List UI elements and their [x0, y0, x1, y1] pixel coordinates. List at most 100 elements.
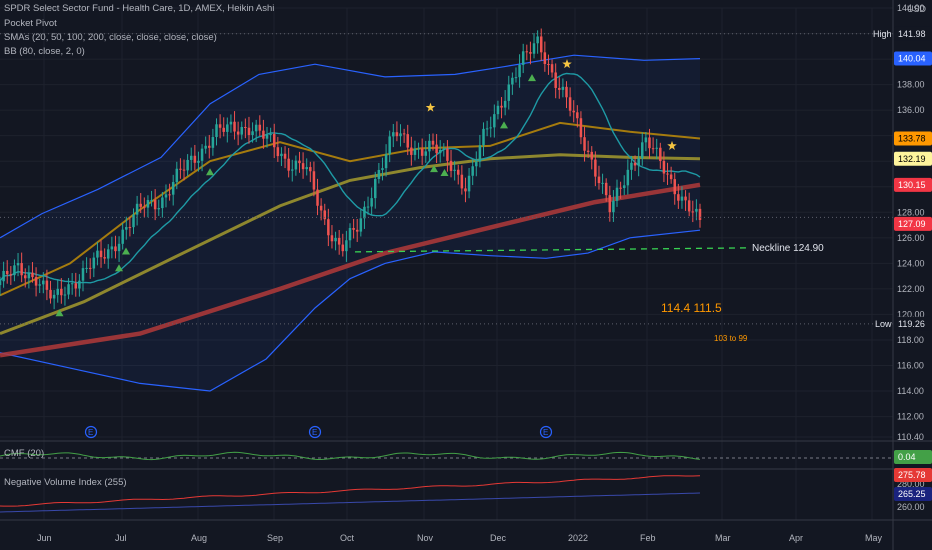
indicator-smas[interactable]: SMAs (20, 50, 100, 200, close, close, cl… [4, 32, 217, 43]
candle-body [594, 159, 597, 177]
neckline-label: Neckline 124.90 [752, 243, 824, 254]
candle-body [691, 211, 695, 213]
bb-upper-line [0, 54, 701, 239]
candle-body [106, 249, 110, 259]
candle-body [659, 147, 662, 161]
candle-body [240, 127, 244, 135]
candle-body [24, 275, 27, 279]
time-tick-label: Oct [340, 533, 355, 543]
candle-body [262, 130, 265, 139]
pocket-pivot-marker [430, 165, 438, 173]
candle-body [583, 137, 586, 151]
candle-body [236, 131, 240, 135]
indicator-bb[interactable]: BB (80, close, 2, 0) [4, 46, 85, 57]
currency-label: USD [906, 4, 926, 14]
nvi-ema-tag-text: 265.25 [898, 489, 926, 499]
candle-body [622, 185, 626, 189]
candle-body [78, 280, 81, 289]
high-label: High [873, 29, 892, 39]
candle-body [590, 151, 594, 160]
candle-body [673, 179, 676, 195]
candle-body [442, 148, 446, 150]
bb-lower-line [0, 229, 701, 392]
cmf-line [0, 451, 701, 461]
candle-body [604, 182, 608, 196]
candle-body [254, 124, 258, 132]
nvi-ema-tag [894, 487, 932, 501]
candle-body [74, 283, 78, 289]
candle-body [319, 205, 323, 211]
candle-body [464, 188, 467, 192]
candle-body [680, 196, 684, 201]
nvi-tag-text: 275.78 [898, 470, 926, 480]
candle-body [402, 133, 406, 135]
candle-body [316, 189, 319, 206]
candle-body [637, 158, 640, 166]
candle-body [114, 246, 117, 252]
indicator-pocket-pivot[interactable]: Pocket Pivot [4, 18, 57, 29]
candle-body [334, 237, 337, 242]
candle-body [420, 148, 424, 156]
indicator-nvi[interactable]: Negative Volume Index (255) [4, 477, 127, 488]
price-tick-label: 120.00 [897, 309, 925, 319]
candle-body [309, 167, 312, 172]
earnings-label: E [543, 428, 548, 437]
candle-body [644, 137, 648, 143]
pocket-pivot-marker [115, 264, 123, 272]
price-tick-label: 136.00 [897, 105, 925, 115]
candle-body [200, 148, 204, 161]
candle-body [215, 124, 218, 138]
nvi-tick-label: 280.00 [897, 479, 925, 489]
sma100-tag [894, 151, 932, 166]
candle-body [31, 272, 34, 278]
pocket-pivot-marker [528, 74, 536, 82]
indicator-cmf[interactable]: CMF (20) [4, 448, 45, 459]
time-tick-label: Nov [417, 533, 434, 543]
cmf-tag [894, 450, 932, 464]
candle-body [229, 121, 233, 125]
candle-body [453, 169, 456, 171]
pocket-pivot-marker [55, 309, 64, 317]
candle-body [323, 210, 326, 220]
candle-body [651, 148, 655, 150]
candle-body [352, 228, 355, 230]
sma200-line [0, 182, 701, 358]
candle-body [568, 97, 572, 111]
candle-body [96, 250, 99, 258]
time-tick-label: Feb [640, 533, 656, 543]
star-marker [425, 102, 436, 112]
candle-body [233, 121, 236, 132]
candle-body [558, 87, 561, 90]
candle-body [410, 147, 413, 155]
candle-body [467, 175, 471, 192]
sma20-line [0, 72, 701, 284]
candle-body [301, 163, 305, 170]
candle-body [619, 187, 622, 189]
candle-body [135, 203, 139, 215]
cmf-tag-text: 0.04 [898, 452, 916, 462]
candle-body [485, 128, 489, 130]
candle-body [630, 162, 633, 170]
candle-body [337, 237, 341, 245]
candle-body [38, 284, 41, 286]
candle-body [381, 168, 384, 170]
candle-body [20, 263, 23, 276]
candle-body [449, 160, 453, 171]
candle-body [377, 169, 381, 179]
candle-body [572, 110, 575, 113]
price-tick-label: 114.00 [897, 386, 924, 396]
candle-body [698, 208, 702, 221]
target-prices-label: 114.4 111.5 [661, 301, 722, 315]
bb-upper-tag [894, 51, 932, 66]
candle-body [460, 174, 464, 189]
candle-body [0, 281, 2, 286]
price-tick-label: 144.00 [897, 3, 925, 13]
candle-body [482, 128, 485, 146]
nvi-line [0, 475, 701, 507]
candle-body [110, 246, 114, 250]
candle-body [518, 64, 521, 78]
price-tick-label: 124.00 [897, 258, 925, 268]
pocket-pivot-marker [500, 121, 508, 129]
candle-body [88, 267, 92, 269]
